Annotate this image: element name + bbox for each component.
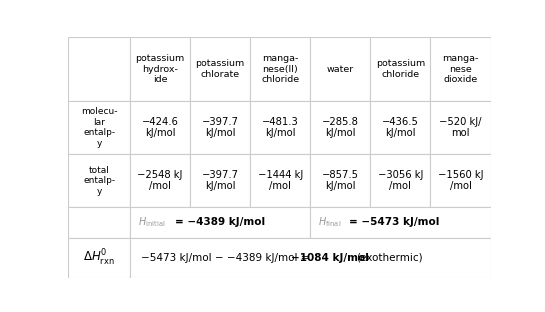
- Text: = −5473 kJ/mol: = −5473 kJ/mol: [349, 217, 439, 227]
- Bar: [310, 207, 490, 238]
- Text: −285.8
kJ/mol: −285.8 kJ/mol: [322, 117, 359, 138]
- Bar: [130, 100, 190, 154]
- Bar: [130, 154, 190, 207]
- Text: (exothermic): (exothermic): [356, 253, 422, 263]
- Bar: [310, 100, 371, 154]
- Text: −857.5
kJ/mol: −857.5 kJ/mol: [322, 170, 359, 192]
- Text: −1444 kJ
/mol: −1444 kJ /mol: [258, 170, 303, 192]
- Text: water: water: [326, 65, 354, 74]
- Text: −397.7
kJ/mol: −397.7 kJ/mol: [202, 117, 239, 138]
- Text: potassium
chloride: potassium chloride: [376, 59, 425, 79]
- Bar: [68, 238, 130, 278]
- Text: manga-
nese
dioxide: manga- nese dioxide: [443, 54, 479, 84]
- Text: potassium
chlorate: potassium chlorate: [196, 59, 245, 79]
- Bar: [190, 100, 250, 154]
- Bar: [190, 154, 250, 207]
- Bar: [431, 37, 490, 100]
- Bar: [310, 37, 371, 100]
- Bar: [68, 37, 130, 100]
- Text: $H_\mathrm{initial}$: $H_\mathrm{initial}$: [138, 215, 165, 229]
- Text: $H_\mathrm{final}$: $H_\mathrm{final}$: [318, 215, 342, 229]
- Bar: [310, 154, 371, 207]
- Text: −3056 kJ
/mol: −3056 kJ /mol: [378, 170, 423, 192]
- Text: molecu-
lar
entalp-
y: molecu- lar entalp- y: [81, 107, 117, 148]
- Text: −520 kJ/
mol: −520 kJ/ mol: [439, 117, 482, 138]
- Bar: [250, 100, 310, 154]
- Text: −424.6
kJ/mol: −424.6 kJ/mol: [142, 117, 179, 138]
- Text: −1084 kJ/mol: −1084 kJ/mol: [290, 253, 368, 263]
- Bar: [250, 154, 310, 207]
- Bar: [130, 207, 310, 238]
- Text: −1560 kJ
/mol: −1560 kJ /mol: [438, 170, 483, 192]
- Text: −397.7
kJ/mol: −397.7 kJ/mol: [202, 170, 239, 192]
- Bar: [68, 207, 130, 238]
- Text: manga-
nese(II)
chloride: manga- nese(II) chloride: [261, 54, 299, 84]
- Bar: [431, 100, 490, 154]
- Text: −5473 kJ/mol − −4389 kJ/mol =: −5473 kJ/mol − −4389 kJ/mol =: [141, 253, 313, 263]
- Bar: [68, 154, 130, 207]
- Text: $\Delta H^0_\mathrm{rxn}$: $\Delta H^0_\mathrm{rxn}$: [83, 248, 115, 268]
- Bar: [431, 154, 490, 207]
- Bar: [250, 37, 310, 100]
- Text: = −4389 kJ/mol: = −4389 kJ/mol: [175, 217, 265, 227]
- Text: potassium
hydrox-
ide: potassium hydrox- ide: [136, 54, 185, 84]
- Text: −481.3
kJ/mol: −481.3 kJ/mol: [262, 117, 299, 138]
- Bar: [130, 37, 190, 100]
- Bar: [371, 37, 431, 100]
- Bar: [68, 100, 130, 154]
- Bar: [130, 238, 490, 278]
- Bar: [371, 100, 431, 154]
- Bar: [371, 154, 431, 207]
- Text: −436.5
kJ/mol: −436.5 kJ/mol: [382, 117, 419, 138]
- Text: −2548 kJ
/mol: −2548 kJ /mol: [137, 170, 183, 192]
- Text: total
entalp-
y: total entalp- y: [83, 166, 115, 196]
- Bar: [190, 37, 250, 100]
